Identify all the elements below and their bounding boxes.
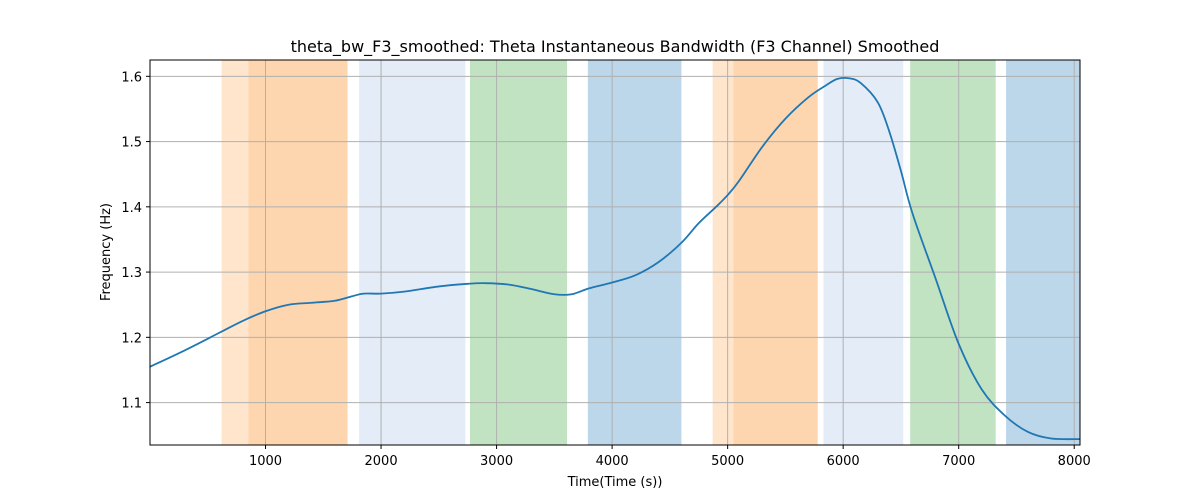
- x-axis-label: Time(Time (s)): [567, 475, 663, 490]
- line-layer: [149, 76, 1081, 441]
- x-tick-label-7: 8000: [1058, 454, 1091, 469]
- shaded-band-5: [712, 60, 734, 445]
- grid-layer: [150, 60, 1080, 445]
- plot-frame: [149, 59, 1081, 446]
- x-tick-label-0: 1000: [249, 454, 282, 469]
- x-tick-label-3: 4000: [596, 454, 629, 469]
- bands-layer: [221, 60, 1080, 445]
- shaded-band-1: [248, 60, 348, 445]
- shaded-band-3: [470, 60, 568, 445]
- series-line-0: [149, 76, 1081, 441]
- y-tick-label-1: 1.2: [121, 331, 142, 346]
- y-tick-label-3: 1.4: [121, 201, 142, 216]
- shaded-band-9: [1006, 60, 1080, 445]
- shaded-band-8: [910, 60, 996, 445]
- shaded-band-2: [359, 60, 466, 445]
- y-tick-label-2: 1.3: [121, 266, 142, 281]
- shaded-band-7: [823, 60, 904, 445]
- y-tick-label-0: 1.1: [121, 397, 142, 412]
- x-tick-label-2: 3000: [480, 454, 513, 469]
- x-tick-label-1: 2000: [365, 454, 398, 469]
- chart-title: theta_bw_F3_smoothed: Theta Instantaneou…: [291, 37, 940, 57]
- y-axis-label: Frequency (Hz): [99, 203, 114, 301]
- x-tick-label-5: 6000: [827, 454, 860, 469]
- ticks-layer: 1000 2000 3000 4000 5000 6000 7000 8000 1.1 1.2 1.…: [121, 70, 1090, 469]
- shaded-band-0: [221, 60, 249, 445]
- x-tick-label-4: 5000: [711, 454, 744, 469]
- y-tick-label-4: 1.5: [121, 136, 142, 151]
- x-tick-label-6: 7000: [942, 454, 975, 469]
- shaded-band-4: [587, 60, 682, 445]
- y-tick-label-5: 1.6: [121, 70, 142, 85]
- shaded-band-6: [733, 60, 818, 445]
